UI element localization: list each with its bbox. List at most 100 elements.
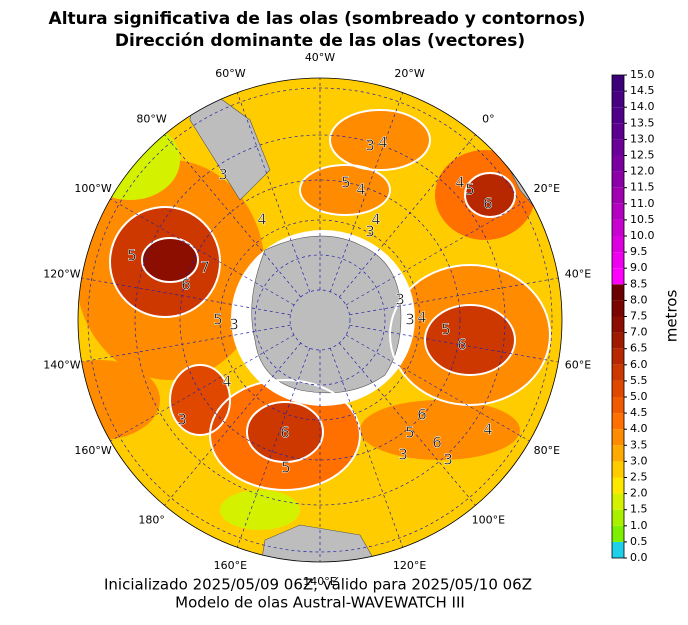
colorbar-tick-label: 4.0 [630,422,648,435]
longitude-label: 60°W [215,67,245,80]
meridian [236,92,311,292]
map-field [78,78,562,562]
contour-label: 4 [356,181,366,199]
contour-label: 6 [417,406,427,424]
colorbar-tick-label: 1.0 [630,519,648,532]
colorbar-bin [612,91,624,108]
contour-label: 5 [465,181,475,199]
colorbar-tick-label: 0.5 [630,535,648,548]
colorbar-bin [612,219,624,236]
longitude-label: 180° [138,514,165,527]
colorbar-bin [612,364,624,381]
colorbar-bin [612,316,624,333]
colorbar-tick-label: 12.5 [630,149,655,162]
longitude-label: 80°E [534,444,560,457]
colorbar-tick-label: 10.0 [630,229,655,242]
meridian [110,334,295,442]
contour-label: 6 [181,276,191,294]
colorbar-bin [612,397,624,414]
colorbar-bin [612,236,624,253]
longitude-label: 60°E [565,358,591,371]
colorbar-tick-label: 4.5 [630,406,648,419]
footer: Inicializado 2025/05/09 06Z, válido para… [104,576,532,594]
colorbar-tick-label: 5.0 [630,390,648,403]
colorbar-bin [612,413,624,430]
colorbar-bin [612,493,624,510]
colorbar-tick-label: 11.0 [630,197,655,210]
colorbar-tick-label: 5.5 [630,374,648,387]
colorbar-bin [612,123,624,140]
colorbar-tick-label: 0.0 [630,551,648,564]
colorbar-bin [612,107,624,124]
longitude-label: 40°W [305,51,335,64]
longitude-label: 160°W [74,444,111,457]
longitude-label: 0° [482,112,495,125]
colorbar-label: metros [663,290,681,343]
title: Dirección dominante de las olas (vectore… [115,31,525,51]
title: Altura significativa de las olas (sombre… [49,9,586,29]
contour-label: 3 [365,137,375,155]
meridian [110,198,295,306]
meridian [81,277,291,316]
colorbar-bin [612,171,624,188]
longitude-label: 160°E [214,559,247,572]
contour-label: 3 [218,166,228,184]
colorbar-bin [612,380,624,397]
meridian [339,342,476,506]
longitude-label: 120°W [43,268,80,281]
colorbar-tick-label: 2.0 [630,487,648,500]
footer: Modelo de olas Austral-WAVEWATCH III [175,594,465,612]
colorbar-tick-label: 10.5 [630,213,655,226]
contour-label: 3 [365,223,375,241]
contour-label: 6 [432,434,442,452]
contour-label: 7 [200,259,210,277]
colorbar-bin [612,75,624,92]
meridian [339,134,476,298]
map-border [77,77,563,563]
colorbar-tick-label: 6.5 [630,342,648,355]
longitude-label: 100°W [74,182,111,195]
contour-label: 4 [371,211,381,229]
colorbar-bin [612,203,624,220]
contour-label: 5 [441,321,451,339]
colorbar-bin [612,300,624,317]
colorbar-bin [612,155,624,172]
colorbar-bin [612,509,624,526]
colorbar-bin [612,445,624,462]
longitude-label: 40°E [565,268,591,281]
contour-label: 5 [405,424,415,442]
contour-label: 5 [127,247,137,265]
contour-label: 3 [229,316,239,334]
colorbar-bin [612,477,624,494]
colorbar-bin [612,461,624,478]
colorbar-tick-label: 15.0 [630,68,655,81]
longitude-label: 140°W [43,358,80,371]
colorbar-bin [612,525,624,542]
longitude-label: 80°W [136,112,166,125]
colorbar-bin [612,541,624,558]
colorbar-tick-label: 8.5 [630,277,648,290]
contour-label: 4 [417,309,427,327]
longitude-label: 100°E [472,514,505,527]
colorbar-bin [612,268,624,285]
contour-label: 4 [222,373,232,391]
colorbar-tick-label: 13.5 [630,116,655,129]
longitude-label: 20°E [534,182,560,195]
colorbar-tick-label: 6.0 [630,358,648,371]
colorbar-tick-label: 7.5 [630,310,648,323]
colorbar-bin [612,187,624,204]
colorbar-tick-label: 2.5 [630,471,648,484]
longitude-labels: 40°W 20°W 0° 20°E 40°E 60°E 80°E 100°E 120°E 140°… [43,51,591,588]
colorbar-tick-label: 14.0 [630,100,655,113]
colorbar-bin [612,332,624,349]
meridian [164,134,301,298]
colorbar-tick-label: 14.5 [630,84,655,97]
colorbar-bin [612,348,624,365]
contour-label: 6 [483,195,493,213]
colorbar-bin [612,139,624,156]
longitude-label: 20°W [394,67,424,80]
meridian [349,324,559,363]
contour-label: 5 [213,311,223,329]
colorbar-tick-label: 3.5 [630,438,648,451]
longitude-label: 120°E [393,559,426,572]
